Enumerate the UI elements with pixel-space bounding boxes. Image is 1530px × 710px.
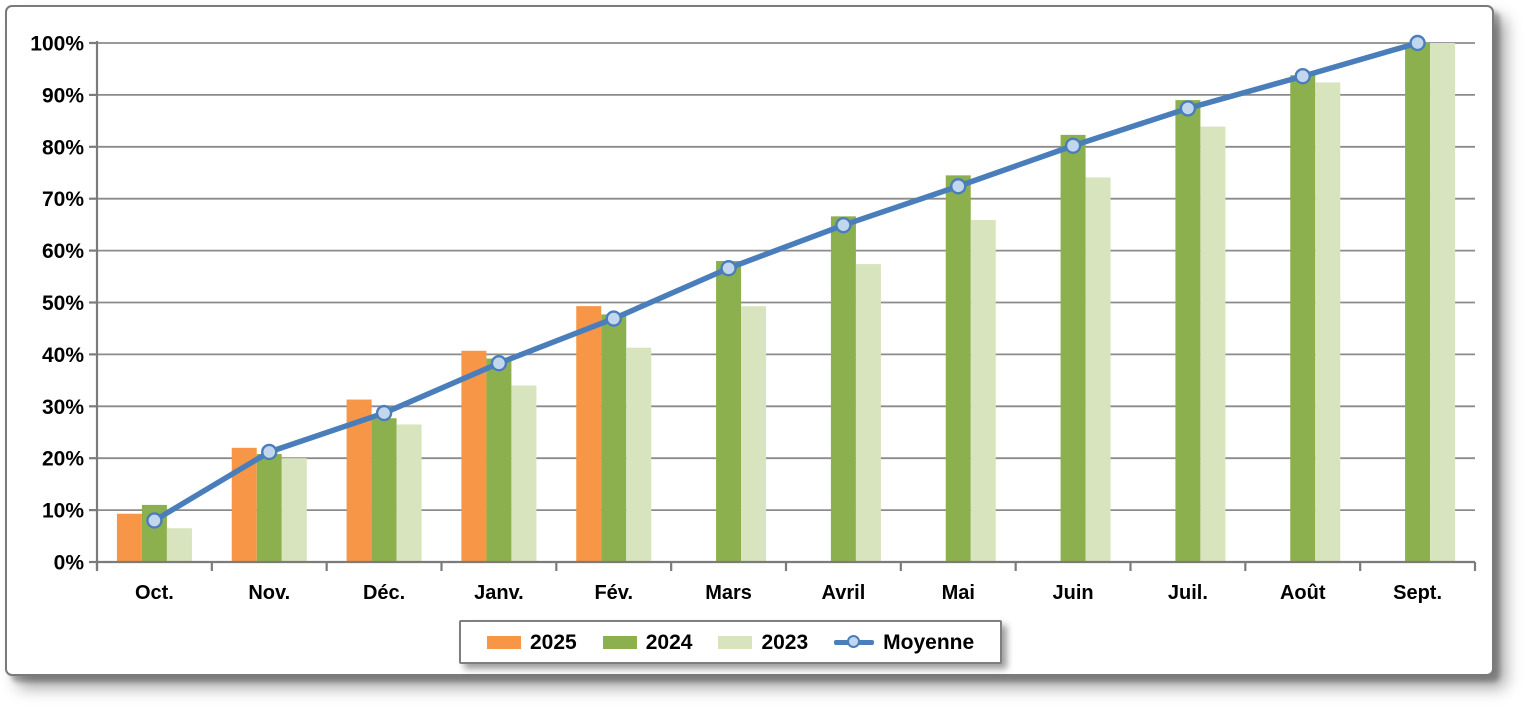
moyenne-marker-Janv. <box>490 355 508 372</box>
y-axis-label: 0% <box>54 552 85 575</box>
x-axis-label: Août <box>1280 582 1326 604</box>
bar-2024-Mars <box>716 260 742 562</box>
x-axis-label: Avril <box>822 582 866 604</box>
bar-2024-Août <box>1290 75 1316 562</box>
bar-2024-Sept. <box>1405 43 1431 562</box>
legend-label-moyenne: Moyenne <box>883 630 975 654</box>
y-axis-label: 80% <box>42 136 84 159</box>
y-axis-label: 50% <box>42 292 84 315</box>
bar-2025-Oct. <box>116 513 142 562</box>
legend-moyenne-marker-icon <box>847 635 861 648</box>
x-axis-label: Janv. <box>474 582 524 604</box>
moyenne-marker-Nov. <box>261 443 278 461</box>
bar-2023-Sept. <box>1430 43 1456 562</box>
bar-2023-Mai <box>970 219 996 562</box>
moyenne-marker-Juin <box>1064 137 1082 154</box>
legend-item-2023: 2023 <box>718 632 808 653</box>
bar-2023-Oct. <box>166 528 192 562</box>
x-axis-label: Oct. <box>135 582 174 604</box>
bar-2025-Janv. <box>461 350 487 562</box>
bar-2024-Avril <box>830 216 856 562</box>
bar-2025-Fév. <box>576 306 602 562</box>
legend-label-2024: 2024 <box>645 630 693 654</box>
bar-2023-Nov. <box>281 458 307 562</box>
legend-swatch-2025-icon <box>487 635 521 649</box>
bar-2023-Avril <box>855 264 881 562</box>
moyenne-marker-Mai <box>950 178 967 195</box>
x-axis-label: Nov. <box>248 582 290 604</box>
legend-item-2025: 2025 <box>487 632 577 653</box>
bar-2023-Août <box>1315 82 1341 562</box>
bar-2024-Mai <box>945 175 971 562</box>
y-axis-label: 40% <box>42 344 84 367</box>
legend-swatch-2024-icon <box>602 635 637 649</box>
bar-2023-Fév. <box>626 347 652 562</box>
y-axis-label: 70% <box>42 188 84 211</box>
moyenne-marker-Déc. <box>375 404 393 422</box>
moyenne-marker-Avril <box>835 216 852 234</box>
bar-2023-Mars <box>741 306 767 562</box>
bar-2024-Fév. <box>601 314 627 562</box>
x-axis-label: Fév. <box>594 582 633 604</box>
y-axis-label: 90% <box>42 84 84 107</box>
x-axis-label: Mai <box>942 582 975 604</box>
legend-item-moyenne: Moyenne <box>834 632 974 653</box>
bar-2023-Janv. <box>511 385 537 562</box>
moyenne-marker-Oct. <box>146 512 163 529</box>
bar-2024-Juin <box>1060 134 1086 562</box>
bar-2023-Juin <box>1085 177 1111 562</box>
legend-swatch-2023-icon <box>718 635 753 649</box>
bar-2024-Déc. <box>371 418 397 562</box>
y-axis-label: 60% <box>42 240 84 263</box>
y-axis-label: 20% <box>42 448 84 471</box>
x-axis-label: Juin <box>1053 582 1094 604</box>
moyenne-marker-Mars <box>720 260 737 277</box>
bar-2023-Déc. <box>396 424 422 562</box>
legend-label-2023: 2023 <box>761 630 809 654</box>
x-axis-label: Déc. <box>363 582 405 604</box>
y-axis-label: 100% <box>30 33 84 56</box>
bar-2023-Juil. <box>1200 126 1226 563</box>
legend-label-2025: 2025 <box>530 630 577 654</box>
bar-2024-Juil. <box>1175 100 1201 562</box>
x-axis-label: Mars <box>705 582 752 604</box>
moyenne-marker-Sept. <box>1409 34 1426 52</box>
bar-2024-Janv. <box>486 358 512 562</box>
chart-legend: 2025 2024 2023 Moyenne <box>459 620 1003 664</box>
y-axis-label: 30% <box>42 396 84 419</box>
bar-2024-Nov. <box>256 454 282 562</box>
moyenne-marker-Août <box>1294 68 1311 85</box>
x-axis-label: Sept. <box>1393 582 1442 604</box>
y-axis-label: 10% <box>42 500 84 523</box>
moyenne-line <box>151 40 1421 524</box>
moyenne-marker-Fév. <box>605 310 622 327</box>
legend-item-2024: 2024 <box>602 630 693 654</box>
x-axis-label: Juil. <box>1168 582 1208 604</box>
legend-moyenne-line-icon <box>834 635 875 649</box>
moyenne-marker-Juil. <box>1179 100 1197 117</box>
